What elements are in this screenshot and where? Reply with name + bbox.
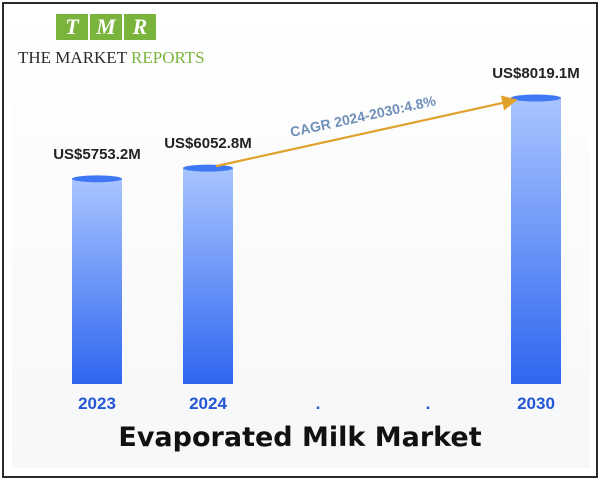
data-label-2023: US$5753.2M (53, 146, 141, 163)
logo-letter-m: M (90, 14, 122, 40)
bar-2024 (183, 168, 233, 384)
logo-text-dark: THE MARKET (18, 48, 132, 67)
x-tick-label-5: 2030 (517, 394, 555, 413)
x-tick-label-2: 2024 (189, 394, 227, 413)
bar-cap-2030 (511, 94, 561, 102)
cagr-arrow (215, 95, 518, 168)
chart-title: Evaporated Milk Market (118, 422, 482, 453)
x-tick-label-3: . (316, 394, 321, 413)
data-label-2024: US$6052.8M (164, 135, 252, 152)
labels-group: US$5753.2M US$6052.8M US$8019.1M (53, 65, 580, 163)
bar-cap-2023 (72, 175, 122, 183)
bar-2030 (511, 98, 561, 384)
logo-text-green: REPORTS (131, 48, 205, 67)
x-tick-label-4: . (426, 394, 431, 413)
bars-group (72, 94, 561, 384)
bar-cap-2024 (183, 164, 233, 172)
logo-letter-t: T (56, 14, 88, 40)
logo-letter-boxes: T M R (56, 14, 156, 40)
tmr-logo: T M R THE MARKET REPORTS (18, 14, 205, 74)
data-label-2030: US$8019.1M (492, 65, 580, 82)
x-tick-label-1: 2023 (78, 394, 116, 413)
logo-letter-r: R (124, 14, 156, 40)
logo-wordmark: THE MARKET REPORTS (18, 48, 205, 68)
bar-2023 (72, 178, 122, 384)
ticks-group: 2023 2024.. 2030 (78, 394, 555, 413)
